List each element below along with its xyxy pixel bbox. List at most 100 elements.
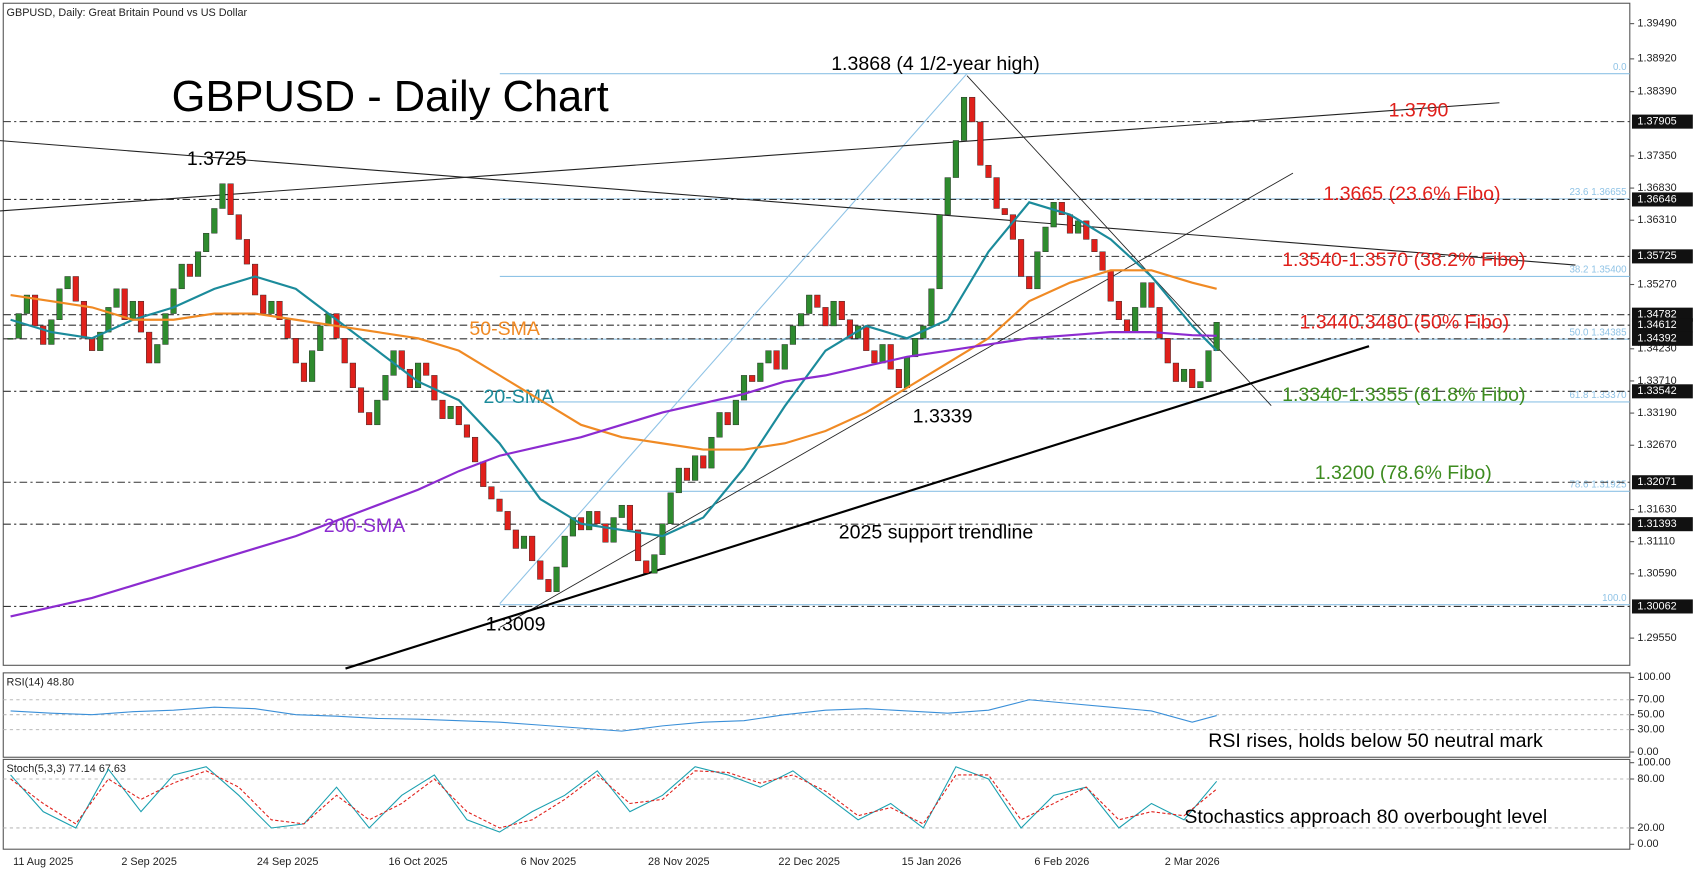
candle (357, 387, 365, 413)
annotation: 1.3725 (187, 148, 247, 170)
candle (1181, 368, 1188, 382)
candle (1066, 214, 1074, 234)
candle (928, 288, 935, 327)
candle (423, 362, 430, 376)
candle (406, 368, 413, 388)
sma-line (10, 201, 1218, 538)
annotation: GBPUSD - Daily Chart (172, 73, 609, 121)
candle (879, 344, 886, 364)
trendline (966, 75, 1272, 406)
y-tick-label: 1.38920 (1637, 53, 1676, 65)
candle (993, 177, 1000, 209)
candle (194, 251, 202, 277)
fibo-label: 61.8 1.33370 (1569, 390, 1627, 401)
candle (472, 436, 479, 463)
candle (651, 554, 658, 574)
y-tick-label: 1.29550 (1637, 632, 1676, 644)
candle (496, 498, 503, 512)
candle (871, 350, 878, 364)
candle (211, 208, 218, 234)
y-tick-label: 50.00 (1637, 709, 1664, 721)
candle (537, 560, 544, 580)
y-tick-label: 1.32670 (1637, 439, 1676, 451)
annotation: 1.3868 (4 1/2-year high) (831, 53, 1040, 75)
candle (415, 362, 422, 388)
trendlines (0, 73, 1576, 670)
candle (129, 300, 136, 320)
annotation: 1.3340-1.3355 (61.8% Fibo) (1282, 384, 1525, 406)
candle (1107, 270, 1114, 302)
candle (146, 331, 153, 364)
indicator-line (10, 770, 1217, 829)
y-tick-label: 80.00 (1637, 773, 1664, 785)
fibo-diagonal (499, 73, 968, 604)
y-tick-label: 1.33190 (1637, 407, 1676, 419)
candle (1172, 362, 1179, 382)
stoch-panel-frame (2, 758, 1631, 850)
candle (789, 325, 796, 345)
candle (1034, 251, 1041, 290)
x-tick-label: 16 Oct 2025 (388, 856, 447, 868)
candle (773, 350, 780, 370)
annotation: 1.3440.3480 (50% Fibo) (1300, 312, 1510, 334)
level-box (1631, 114, 1693, 129)
level-label: 1.32071 (1637, 476, 1676, 488)
candle (1164, 338, 1171, 364)
x-tick-label: 15 Jan 2026 (902, 856, 962, 868)
y-tick-label: 100.00 (1637, 671, 1670, 683)
candle (1156, 307, 1163, 339)
candle (1083, 220, 1090, 240)
x-tick-label: 2 Sep 2025 (121, 856, 177, 868)
candle (235, 214, 242, 240)
candle (64, 276, 71, 290)
level-label: 1.34782 (1637, 309, 1676, 321)
candle (1026, 276, 1033, 290)
panel-title: Stoch(5,3,3) 77.14 67.63 (7, 763, 126, 775)
candle (757, 362, 764, 382)
candle (512, 529, 519, 549)
level-box (1631, 318, 1693, 333)
candle (830, 300, 837, 327)
candle (692, 455, 699, 481)
y-tick-label: 100.00 (1637, 757, 1670, 769)
annotation: 1.3200 (78.6% Fibo) (1315, 462, 1492, 484)
candle (154, 344, 161, 364)
candle (602, 523, 609, 543)
candle (724, 412, 731, 426)
candle (1140, 282, 1147, 308)
candle (121, 288, 128, 320)
candle (626, 504, 633, 531)
y-tick-label: 1.36310 (1637, 214, 1676, 226)
candle (1050, 202, 1057, 228)
level-label: 1.36646 (1637, 193, 1676, 205)
candle (740, 375, 748, 401)
candle (912, 338, 919, 358)
candle (1001, 208, 1008, 215)
y-tick-label: 1.36830 (1637, 182, 1676, 194)
candle (186, 263, 193, 277)
level-box (1631, 475, 1693, 490)
candle (1091, 239, 1098, 252)
candle (716, 412, 723, 438)
x-tick-label: 28 Nov 2025 (648, 856, 710, 868)
candle (944, 177, 951, 215)
candle (838, 300, 845, 320)
annotation: 2025 support trendline (839, 522, 1033, 544)
sma-label: 50-SMA (469, 318, 540, 340)
candle (72, 276, 79, 302)
y-tick-label: 0.00 (1637, 746, 1658, 758)
panel-note: Stochastics approach 80 overbought level (1184, 806, 1547, 828)
y-tick-label: 1.37350 (1637, 150, 1676, 162)
candle (659, 523, 666, 555)
candle (56, 288, 63, 320)
fibo-label: 78.6 1.31925 (1569, 479, 1627, 490)
x-tick-label: 11 Aug 2025 (13, 856, 73, 868)
candle (40, 325, 47, 345)
fibo-label: 100.0 (1602, 593, 1627, 604)
candle (561, 535, 568, 568)
candle (952, 140, 959, 178)
candle (309, 350, 316, 382)
candle (781, 344, 788, 370)
candle (243, 239, 250, 265)
candle (1099, 251, 1106, 271)
